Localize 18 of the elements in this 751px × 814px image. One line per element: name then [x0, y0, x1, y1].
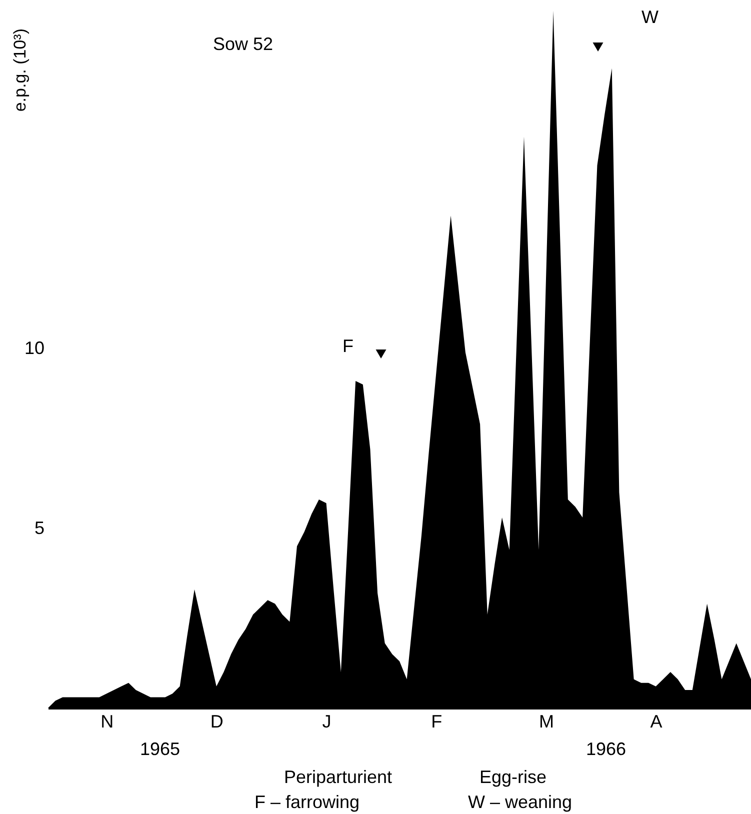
y-tick-label: 10 [24, 338, 44, 358]
x-tick-label: D [210, 712, 224, 732]
text: 1965 [140, 739, 180, 759]
y-tick-label: 5 [34, 518, 44, 538]
x-tick-label: F [431, 712, 442, 732]
text: Egg-rise [479, 767, 547, 787]
text: 1966 [586, 739, 626, 759]
x-tick-label: J [322, 712, 332, 732]
text: Periparturient [284, 767, 392, 787]
y-axis-title: e.p.g. (10³) [10, 28, 30, 112]
x-tick-label: A [650, 712, 662, 732]
text: W – weaning [468, 792, 572, 812]
text: F – farrowing [254, 792, 360, 812]
x-tick-label: M [538, 712, 554, 732]
annotation: W [642, 7, 658, 27]
annotation: F [342, 336, 354, 356]
annotation: Sow 52 [212, 34, 274, 54]
x-tick-label: N [100, 712, 114, 732]
